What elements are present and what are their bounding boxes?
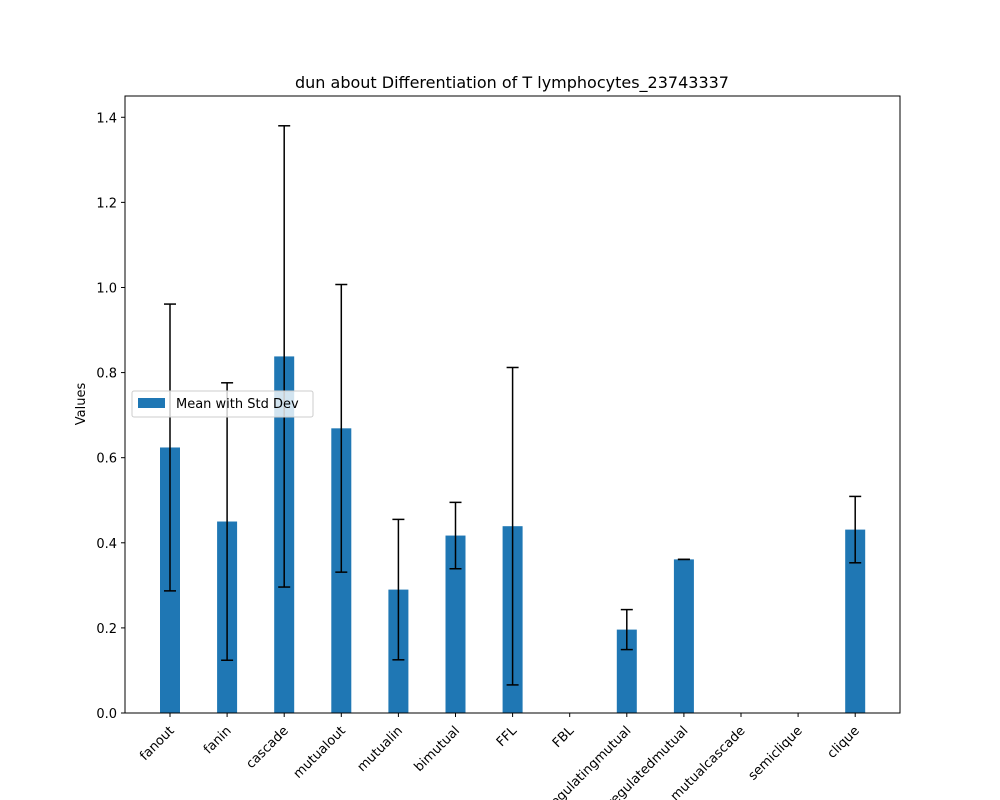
y-tick-label: 0.0 [96, 707, 117, 722]
legend: Mean with Std Dev [131, 390, 314, 418]
legend-label: Mean with Std Dev [176, 397, 299, 412]
y-tick-label: 1.2 [96, 196, 117, 211]
plot-frame [124, 95, 901, 714]
y-tick-label: 1.4 [96, 111, 117, 126]
bar [673, 559, 694, 713]
y-tick-label: 0.8 [96, 367, 117, 382]
bar [845, 529, 866, 713]
chart-title: dun about Differentiation of T lymphocyt… [295, 73, 729, 93]
y-axis-label: Values [74, 383, 89, 426]
y-tick-label: 1.0 [96, 281, 117, 296]
y-tick-label: 0.4 [96, 537, 117, 552]
bar [445, 535, 466, 713]
legend-box [131, 390, 314, 418]
legend-swatch [138, 398, 165, 408]
y-tick-label: 0.2 [96, 622, 117, 637]
y-tick-label: 0.6 [96, 452, 117, 467]
bar [616, 629, 637, 713]
